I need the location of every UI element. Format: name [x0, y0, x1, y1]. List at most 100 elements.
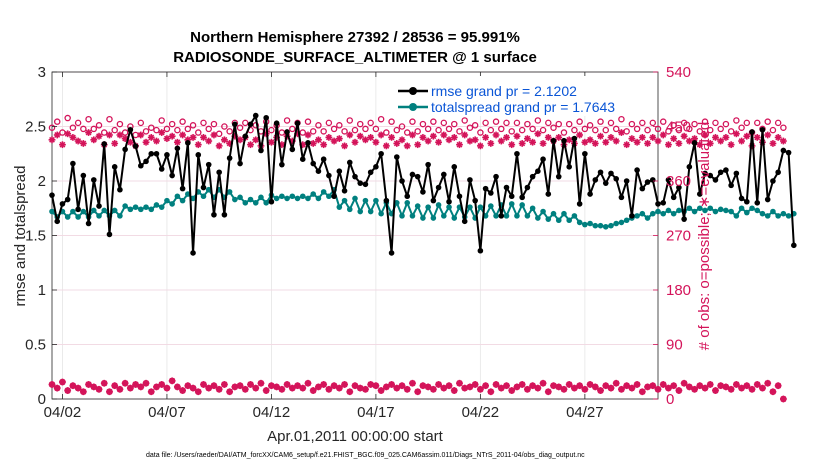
obs-evaluated-point [727, 141, 735, 149]
obs-evaluated-point [764, 379, 772, 387]
obs-evaluated-point [743, 132, 751, 140]
obs-evaluated-point [320, 141, 328, 149]
obs-evaluated-point [450, 134, 458, 141]
rmse-point [169, 172, 175, 179]
right-y-tick-label: 270 [666, 228, 691, 245]
obs-evaluated-point [48, 136, 56, 144]
obs-evaluated-point [173, 138, 181, 146]
obs-possible-point [738, 124, 745, 131]
rmse-point [205, 161, 212, 168]
obs-evaluated-point [628, 384, 636, 392]
rmse-point [649, 177, 656, 183]
rmse-point [420, 189, 426, 195]
totalspread-point [535, 215, 541, 221]
obs-possible-point [148, 124, 155, 131]
totalspread-point [117, 213, 123, 219]
totalspread-point [404, 200, 411, 206]
totalspread-point [759, 210, 766, 217]
totalspread-point [608, 222, 614, 229]
rmse-point [179, 185, 186, 192]
obs-evaluated-point [435, 138, 442, 146]
obs-evaluated-point [628, 135, 636, 143]
right-y-ticks: 0 90 180 270 360 450 540 [653, 64, 691, 408]
obs-possible-point [691, 120, 698, 128]
obs-evaluated-point [633, 381, 641, 388]
rmse-point [383, 197, 390, 204]
obs-evaluated-point [586, 136, 594, 144]
obs-possible-point [576, 118, 583, 125]
totalspread-point [723, 207, 729, 214]
obs-evaluated-point [738, 137, 745, 145]
totalspread-point [430, 215, 437, 221]
obs-possible-point [268, 126, 275, 134]
obs-evaluated-point [388, 134, 395, 141]
obs-possible-point [722, 120, 730, 128]
x-tick-label: 04/02 [44, 404, 82, 421]
rmse-point [618, 194, 625, 201]
obs-evaluated-point [320, 381, 328, 388]
obs-evaluated-point [367, 381, 375, 388]
obs-evaluated-point [382, 383, 390, 391]
totalspread-point [488, 203, 494, 209]
obs-possible-point [64, 114, 71, 122]
obs-evaluated-point [539, 140, 547, 147]
rmse-point [608, 170, 614, 177]
obs-evaluated-point [335, 384, 343, 392]
obs-possible-point [764, 118, 771, 125]
obs-evaluated-point [299, 384, 307, 392]
obs-evaluated-point [487, 388, 495, 396]
obs-possible-point [665, 128, 672, 135]
rmse-point [357, 180, 364, 186]
rmse-point [707, 172, 714, 179]
rmse-point [597, 169, 604, 176]
obs-evaluated-point [461, 384, 469, 392]
obs-evaluated-point [262, 387, 270, 394]
obs-possible-point [623, 128, 630, 135]
rmse-point [226, 155, 233, 161]
obs-evaluated-point [419, 382, 427, 390]
totalspread-point [561, 210, 567, 217]
obs-evaluated-point [273, 383, 281, 391]
totalspread-point [393, 200, 400, 206]
totalspread-point [284, 195, 290, 202]
obs-possible-point [137, 119, 145, 127]
totalspread-point [242, 200, 249, 206]
obs-possible-point [440, 119, 448, 127]
obs-evaluated-point [550, 382, 557, 390]
totalspread-point [232, 196, 238, 203]
obs-evaluated-point [53, 384, 61, 392]
rmse-point [346, 159, 353, 166]
right-y-tick-label: 360 [666, 173, 691, 190]
rmse-point [461, 218, 468, 225]
obs-possible-point [445, 125, 453, 133]
obs-possible-point [686, 125, 693, 133]
obs-evaluated-point [429, 385, 437, 393]
obs-possible-point [106, 115, 113, 123]
obs-evaluated-point [309, 140, 317, 147]
rmse-point [696, 191, 703, 197]
obs-evaluated-point [137, 131, 145, 139]
obs-evaluated-point [398, 136, 406, 144]
obs-evaluated-point [126, 138, 134, 146]
obs-possible-point [487, 126, 495, 134]
obs-evaluated-point [382, 142, 390, 150]
obs-evaluated-point [163, 135, 171, 143]
obs-evaluated-point [513, 132, 521, 140]
obs-evaluated-point [769, 388, 777, 396]
totalspread-point [770, 208, 776, 215]
obs-possible-point [727, 128, 735, 135]
totalspread-point [132, 204, 139, 210]
obs-evaluated-point [106, 131, 113, 139]
obs-evaluated-point [576, 382, 584, 390]
totalspread-point [441, 213, 447, 219]
obs-possible-point [132, 131, 139, 139]
rmse-point [451, 164, 458, 170]
obs-evaluated-point [168, 377, 176, 385]
rmse-point [310, 160, 317, 167]
rmse-point [430, 197, 437, 204]
totalspread-point [341, 197, 348, 204]
obs-possible-point [100, 129, 108, 136]
obs-possible-point [565, 120, 573, 128]
obs-evaluated-point [132, 381, 139, 388]
data-file-footnote: data file: /Users/raeder/DAI/ATM_forcXX/… [146, 452, 585, 459]
